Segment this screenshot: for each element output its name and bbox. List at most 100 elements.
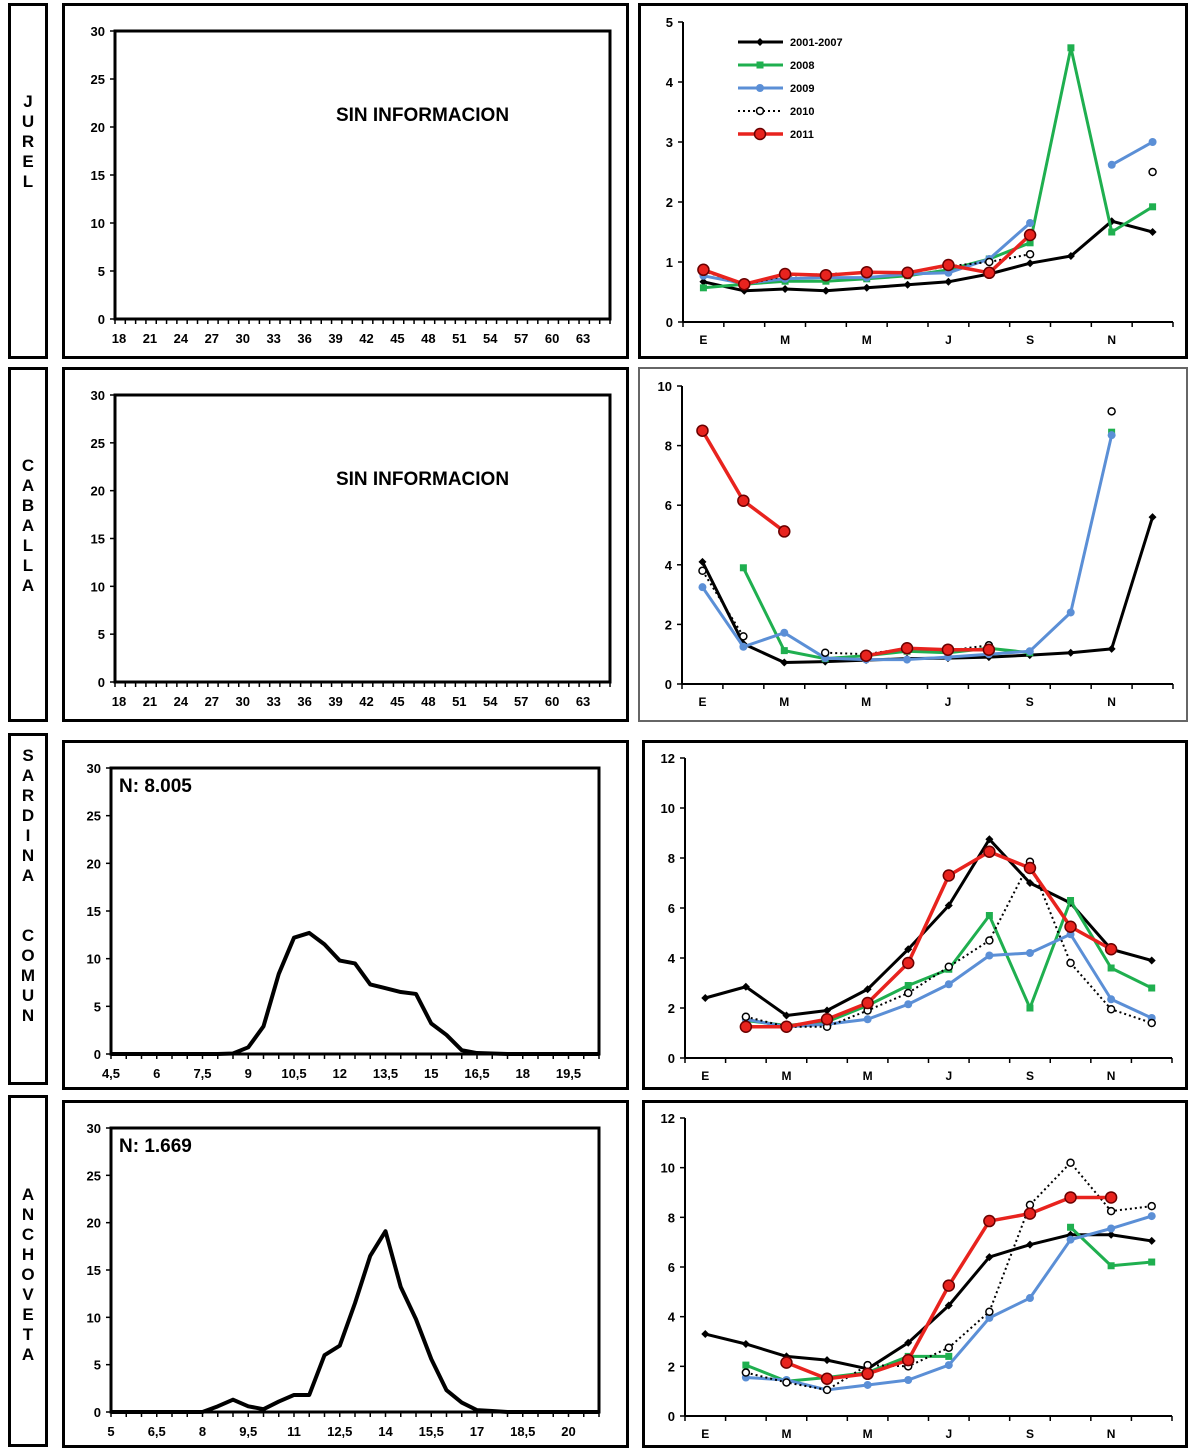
data-point — [780, 1020, 793, 1033]
data-point — [780, 647, 788, 655]
x-tick-label: 6 — [153, 1066, 160, 1081]
y-tick-label: 5 — [98, 264, 105, 279]
series-line — [701, 516, 1154, 665]
data-point — [697, 263, 710, 277]
y-tick-label: 25 — [87, 1168, 101, 1183]
y-tick-label: 30 — [91, 388, 105, 403]
data-point — [863, 1015, 872, 1024]
series-2008 — [739, 428, 1116, 663]
y-tick-label: 0 — [668, 1051, 675, 1066]
y-tick-label: 4 — [668, 951, 676, 966]
data-point — [780, 658, 789, 667]
y-tick-label: 8 — [668, 851, 675, 866]
data-point — [821, 286, 830, 295]
data-point — [985, 1307, 994, 1316]
data-point — [1025, 949, 1034, 957]
row-label-jurel: J U R E L — [8, 3, 48, 359]
x-tick-label: 18 — [112, 694, 126, 709]
data-point — [1026, 1004, 1034, 1012]
series-line — [704, 1233, 1152, 1371]
data-point — [1147, 1018, 1156, 1028]
data-point — [861, 996, 874, 1010]
x-tick-label: 51 — [452, 331, 466, 346]
x-tick-label: J — [945, 1427, 952, 1441]
data-point — [1066, 958, 1075, 968]
x-tick-label: E — [701, 1069, 709, 1083]
series-2010 — [741, 857, 1156, 1031]
data-point — [741, 1368, 751, 1377]
series-line — [704, 837, 1153, 1017]
y-tick-label: 2 — [666, 195, 673, 210]
data-point — [859, 649, 873, 662]
data-point — [1026, 239, 1034, 247]
x-tick-label: 12 — [333, 1066, 347, 1081]
data-point — [862, 283, 871, 292]
data-point — [1147, 956, 1156, 965]
sample-size-label: N: 8.005 — [119, 776, 192, 797]
data-point — [904, 945, 913, 954]
legend-label: 2008 — [790, 60, 814, 72]
data-point — [985, 1313, 994, 1322]
y-tick-label: 2 — [668, 1359, 675, 1374]
x-tick-label: 54 — [483, 694, 498, 709]
y-tick-label: 20 — [91, 120, 105, 135]
y-tick-label: 20 — [91, 484, 105, 499]
monthly-chart-svg: 0 2 4 6 8 10 12 E M M J S N — [661, 751, 1173, 1083]
data-point — [1066, 608, 1075, 617]
series-2011 — [739, 845, 1118, 1033]
y-tick-label: 15 — [91, 168, 105, 183]
x-tick-label: 39 — [328, 694, 342, 709]
y-tick-label: 6 — [668, 901, 675, 916]
x-tick-label: E — [698, 695, 706, 709]
legend-entry: 2008 — [738, 60, 814, 72]
row-label-text: A N C H O V E T A — [21, 1185, 35, 1364]
x-tick-label: 14 — [378, 1424, 393, 1439]
data-point — [1147, 1201, 1156, 1211]
data-point — [696, 424, 709, 437]
x-tick-label: 13,5 — [373, 1066, 398, 1081]
legend-label: 2009 — [790, 83, 814, 95]
x-tick-label: S — [1026, 333, 1034, 347]
series-2010 — [741, 1158, 1156, 1395]
data-point — [1066, 1158, 1075, 1167]
x-tick-label: J — [945, 1069, 952, 1083]
x-tick-label: 36 — [297, 694, 311, 709]
data-point — [985, 835, 994, 844]
data-point — [1107, 995, 1116, 1004]
series-2009 — [741, 930, 1156, 1031]
x-tick-label: S — [1026, 695, 1034, 709]
x-tick-label: 24 — [174, 694, 189, 709]
series-2011 — [780, 1191, 1118, 1385]
data-point — [1107, 407, 1116, 416]
data-point — [780, 1356, 793, 1369]
data-point — [1066, 252, 1075, 260]
x-tick-label: 12,5 — [327, 1424, 352, 1439]
length-chart-caballa: 0 5 10 15 20 25 30 18 21 24 27 30 33 36 39 42 45 48 51 54 57… — [62, 367, 629, 722]
data-point — [944, 980, 953, 989]
data-point — [1025, 1240, 1034, 1249]
data-point — [983, 1214, 996, 1228]
plot-frame — [113, 29, 612, 321]
data-point — [782, 1378, 791, 1387]
data-point — [904, 1375, 913, 1384]
data-point — [820, 648, 830, 657]
y-tick-label: 12 — [661, 751, 675, 766]
y-tick-label: 4 — [665, 558, 673, 573]
data-point — [781, 285, 790, 293]
data-point — [903, 988, 913, 998]
x-tick-label: N — [1107, 1427, 1116, 1441]
x-tick-label: 11 — [287, 1424, 301, 1439]
plot-frame — [109, 1126, 601, 1414]
series-line — [865, 646, 989, 658]
x-tick-label: 39 — [328, 331, 342, 346]
data-point — [701, 994, 710, 1002]
y-tick-label: 2 — [665, 617, 672, 632]
data-point — [1147, 1212, 1156, 1221]
row-label-caballa: C A B A L L A — [8, 367, 48, 722]
y-tick-label: 25 — [91, 72, 105, 87]
x-tick-label: M — [781, 1427, 791, 1441]
legend-entry: 2011 — [738, 127, 814, 141]
x-tick-label: 27 — [205, 694, 219, 709]
data-point — [778, 525, 791, 538]
data-point — [739, 632, 748, 641]
